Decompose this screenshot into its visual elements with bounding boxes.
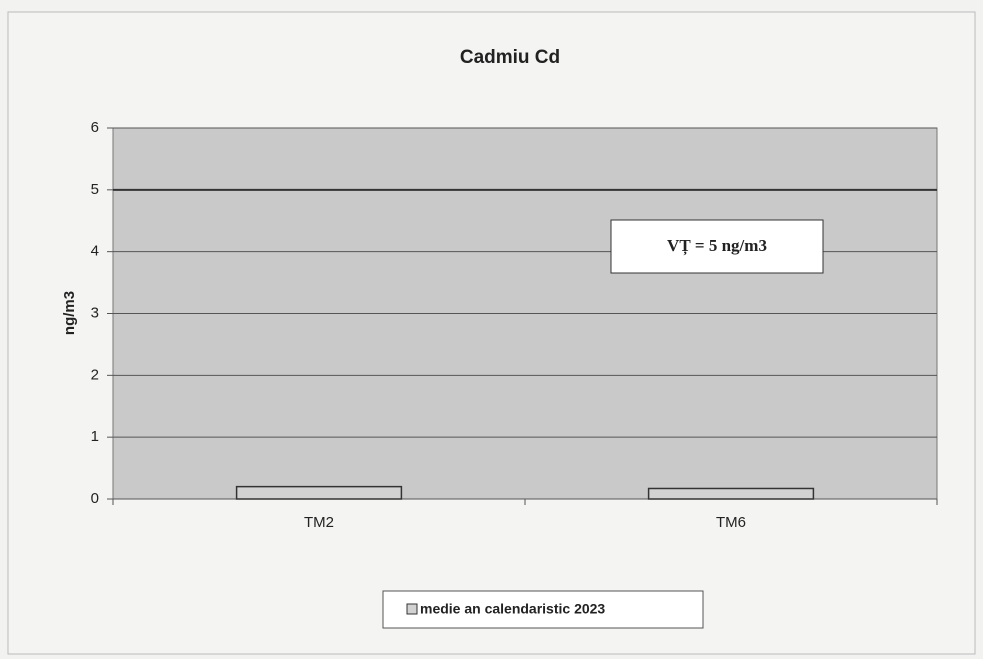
y-tick-label: 2 [91, 366, 99, 383]
x-tick-label: TM6 [716, 514, 746, 531]
chart-title: Cadmiu Cd [460, 47, 560, 68]
legend-box [382, 590, 704, 629]
y-tick-label: 6 [91, 119, 99, 136]
annotation: VȚ = 5 ng/m3 [667, 236, 767, 256]
y-tick-label: 0 [91, 490, 99, 507]
bar [235, 485, 403, 500]
y-tick-label: 1 [91, 428, 99, 445]
y-tick-label: 5 [91, 181, 99, 198]
legend-label: medie an calendaristic 2023 [420, 601, 605, 617]
bar [647, 487, 815, 500]
y-tick-label: 3 [91, 304, 99, 321]
x-tick-label: TM2 [304, 514, 334, 531]
annotation-box [610, 219, 824, 274]
legend-swatch [406, 603, 418, 615]
y-axis-label: ng/m3 [61, 291, 78, 335]
y-tick-label: 4 [91, 243, 99, 260]
